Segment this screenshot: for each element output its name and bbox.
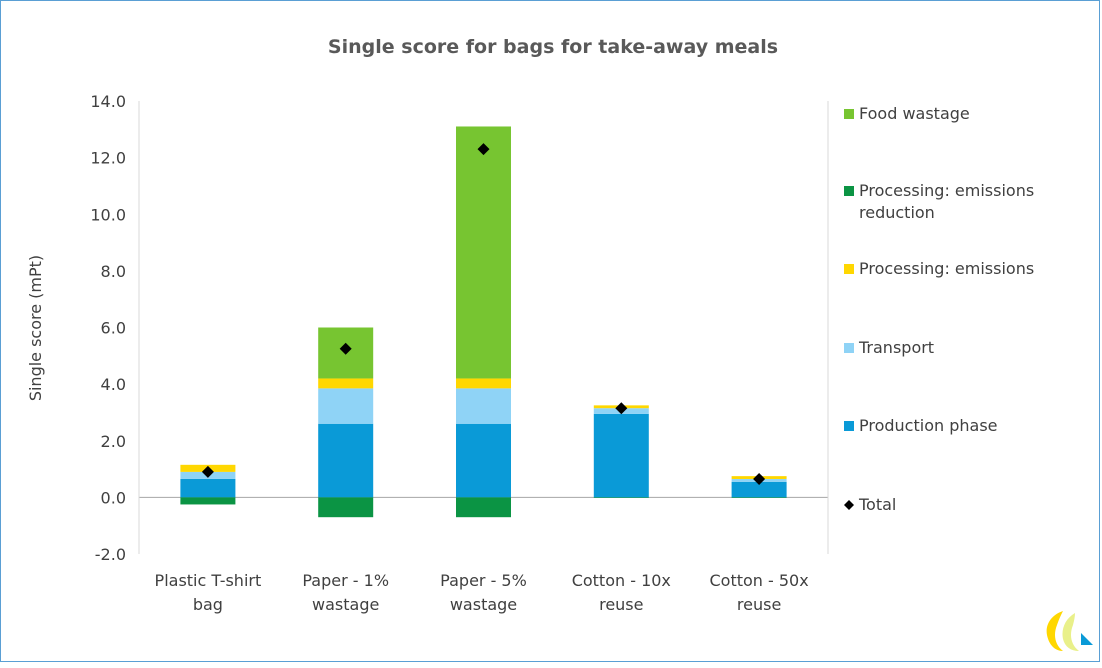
x-tick-label: Plastic T-shirt	[155, 571, 262, 590]
x-tick-label: Paper - 1%	[302, 571, 389, 590]
legend-marker-total	[844, 500, 854, 510]
legend-swatch	[844, 421, 854, 431]
logo-icon	[1046, 611, 1093, 651]
bar-segment-transport	[318, 388, 374, 424]
legend-label: Processing: emissions	[859, 259, 1034, 278]
x-tick-label: reuse	[599, 595, 643, 614]
legend-label: Production phase	[859, 416, 998, 435]
x-tick-label: reuse	[737, 595, 781, 614]
y-tick-label: 0.0	[101, 488, 126, 507]
legend-label: Transport	[858, 338, 934, 357]
bar-segment-processing-emissions-reduction	[593, 497, 649, 498]
y-tick-label: 8.0	[101, 262, 126, 281]
legend-swatch	[844, 264, 854, 274]
x-tick-label: Paper - 5%	[440, 571, 527, 590]
bar-segment-processing-emissions-reduction	[318, 497, 374, 518]
bar-segment-processing-emissions	[318, 378, 374, 389]
bar-segment-production-phase	[318, 423, 374, 498]
legend-swatch	[844, 109, 854, 119]
x-tick-label: wastage	[312, 595, 379, 614]
bar-segment-processing-emissions	[456, 378, 511, 389]
bar-segment-processing-emissions-reduction	[731, 497, 787, 498]
x-tick-label: wastage	[450, 595, 517, 614]
y-tick-label: 10.0	[90, 205, 126, 224]
total-marker	[753, 472, 766, 485]
bar-segment-processing-emissions-reduction	[180, 497, 236, 505]
bar-segment-processing-emissions-reduction	[456, 497, 511, 518]
x-tick-label: Cotton - 10x	[572, 571, 671, 590]
legend-label: Processing: emissions	[859, 181, 1034, 200]
y-tick-label: 12.0	[90, 149, 126, 168]
legend-label: Food wastage	[859, 104, 970, 123]
bar-segment-transport	[456, 388, 511, 424]
y-tick-label: -2.0	[95, 545, 126, 564]
bar-segment-production-phase	[180, 478, 236, 498]
total-marker	[477, 143, 490, 156]
total-marker	[201, 465, 214, 478]
y-tick-label: 14.0	[90, 92, 126, 111]
bar-segment-production-phase	[593, 413, 649, 498]
legend: Food wastage Processing: emissions reducti…	[844, 104, 1034, 514]
plot-area: -2.0 0.0 2.0 4.0 6.0 8.0 10.0 12.0 14.0 Plastic T…	[90, 92, 828, 614]
y-axis-title: Single score (mPt)	[26, 255, 45, 401]
bar-segment-food-wastage	[456, 126, 511, 379]
x-tick-label: Cotton - 50x	[709, 571, 808, 590]
bar-segment-production-phase	[731, 481, 787, 498]
legend-swatch	[844, 186, 854, 196]
total-marker	[615, 402, 628, 415]
legend-label: reduction	[859, 203, 935, 222]
total-marker	[339, 342, 352, 355]
y-tick-label: 6.0	[101, 319, 126, 338]
bar-segment-production-phase	[456, 423, 511, 498]
x-tick-label: bag	[193, 595, 223, 614]
y-tick-label: 2.0	[101, 432, 126, 451]
legend-label: Total	[858, 495, 896, 514]
legend-swatch	[844, 343, 854, 353]
y-tick-label: 4.0	[101, 375, 126, 394]
chart-title: Single score for bags for take-away meal…	[328, 36, 778, 58]
